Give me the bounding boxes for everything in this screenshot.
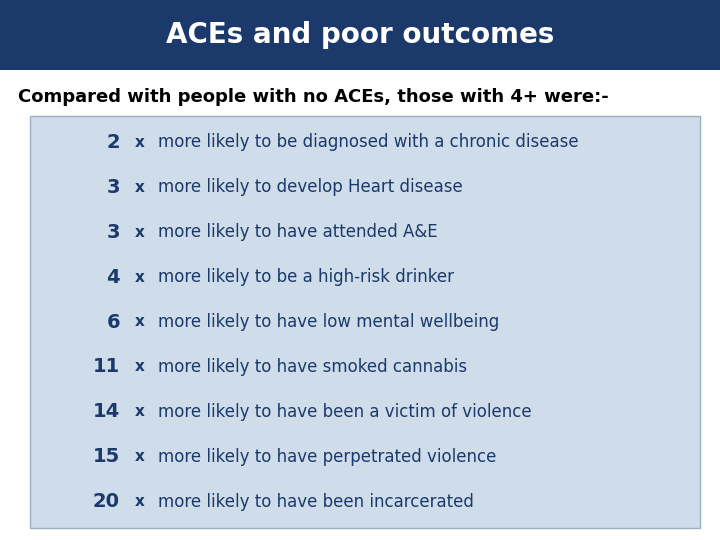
Text: x: x <box>135 314 145 329</box>
Text: x: x <box>135 225 145 240</box>
Text: x: x <box>135 360 145 374</box>
Text: more likely to have low mental wellbeing: more likely to have low mental wellbeing <box>158 313 499 331</box>
Text: 3: 3 <box>107 178 120 197</box>
Bar <box>0 0 720 70</box>
Text: 2: 2 <box>107 133 120 152</box>
Text: more likely to have smoked cannabis: more likely to have smoked cannabis <box>158 358 467 376</box>
Text: more likely to have been a victim of violence: more likely to have been a victim of vio… <box>158 403 531 421</box>
Text: x: x <box>135 449 145 464</box>
Text: Compared with people with no ACEs, those with 4+ were:-: Compared with people with no ACEs, those… <box>18 88 608 106</box>
Text: x: x <box>135 494 145 509</box>
Text: 4: 4 <box>107 268 120 287</box>
Text: x: x <box>135 404 145 419</box>
Text: 11: 11 <box>93 357 120 376</box>
Text: more likely to be a high-risk drinker: more likely to be a high-risk drinker <box>158 268 454 286</box>
Text: x: x <box>135 135 145 150</box>
Text: more likely to develop Heart disease: more likely to develop Heart disease <box>158 178 463 197</box>
Text: 14: 14 <box>93 402 120 421</box>
Text: more likely to have perpetrated violence: more likely to have perpetrated violence <box>158 448 496 465</box>
Text: more likely to be diagnosed with a chronic disease: more likely to be diagnosed with a chron… <box>158 133 579 151</box>
Text: more likely to have attended A&E: more likely to have attended A&E <box>158 223 438 241</box>
Text: x: x <box>135 180 145 195</box>
Text: 3: 3 <box>107 222 120 242</box>
Text: 6: 6 <box>107 313 120 332</box>
Text: more likely to have been incarcerated: more likely to have been incarcerated <box>158 492 474 510</box>
Text: 20: 20 <box>93 492 120 511</box>
Text: x: x <box>135 269 145 285</box>
Text: ACEs and poor outcomes: ACEs and poor outcomes <box>166 21 554 49</box>
Bar <box>30 116 700 528</box>
Text: 15: 15 <box>93 447 120 466</box>
